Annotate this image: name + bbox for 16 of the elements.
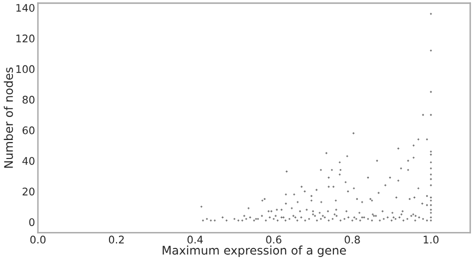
y-tick-label: 140 [16,4,34,12]
x-axis-title: Maximum expression of a gene [162,246,346,257]
x-tick-label: 0.0 [30,236,46,244]
x-tick-label: 1.0 [424,236,438,244]
x-tick-label: 0.8 [344,236,360,244]
y-tick-label: 20 [22,188,34,196]
x-tick-label: 0.2 [108,236,124,244]
y-tick-label: 80 [22,96,34,104]
y-tick-label: 0 [29,218,34,226]
y-tick-label: 40 [22,156,34,165]
y-tick-label: 60 [22,126,34,134]
y-axis-title: Number of nodes [4,68,13,168]
y-tick-label: 120 [16,34,34,42]
x-tick-label: 0.6 [266,236,282,244]
y-tick-label: 100 [16,65,34,74]
x-tick-label: 0.4 [188,236,203,244]
